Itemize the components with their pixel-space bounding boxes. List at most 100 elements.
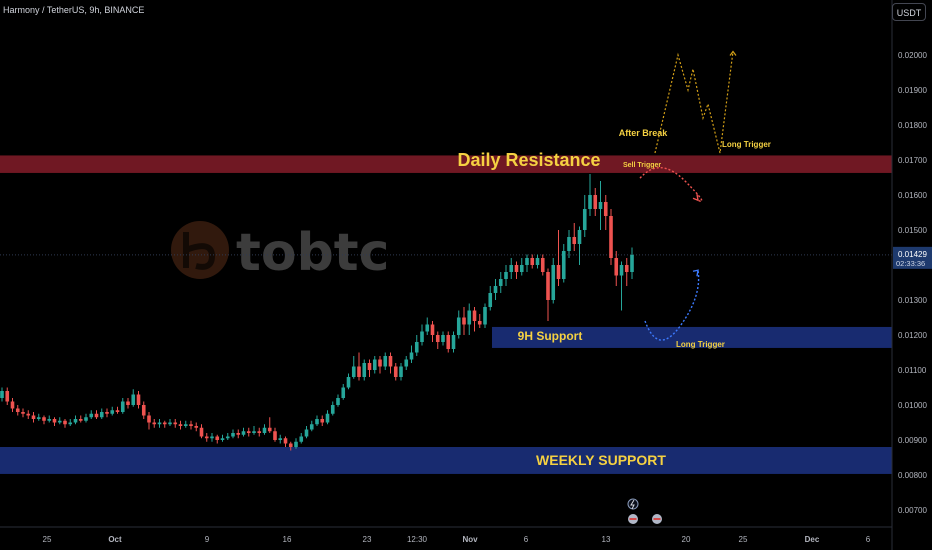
- x-tick-label: 23: [363, 535, 372, 544]
- candle-body: [341, 387, 346, 398]
- candle-body: [89, 413, 94, 418]
- candle: [246, 427, 251, 437]
- candle-body: [388, 356, 393, 367]
- candle: [5, 387, 10, 405]
- candle-body: [309, 424, 314, 430]
- candle-body: [173, 422, 178, 425]
- candle: [341, 384, 346, 400]
- candle-body: [603, 202, 608, 216]
- annotation-long-trigger-bottom: Long Trigger: [676, 340, 725, 349]
- candle-body: [540, 258, 545, 272]
- candle: [509, 258, 514, 279]
- candle-body: [477, 321, 482, 325]
- candle-body: [525, 258, 529, 265]
- candle: [89, 410, 94, 419]
- candle-body: [68, 422, 73, 425]
- candle: [241, 427, 246, 437]
- candle: [619, 261, 624, 311]
- zone-0: [0, 155, 892, 173]
- candle-body: [462, 317, 466, 325]
- candle: [425, 317, 430, 335]
- candle-body: [325, 413, 330, 423]
- x-tick-label: Oct: [108, 535, 122, 544]
- candle: [157, 419, 162, 428]
- candle-body: [467, 310, 472, 325]
- candle-body: [446, 335, 451, 349]
- candle: [136, 391, 141, 409]
- candle-body: [246, 431, 251, 433]
- candle-body: [493, 286, 498, 293]
- candle-body: [178, 424, 183, 426]
- candle-body: [157, 422, 162, 425]
- candle: [388, 352, 393, 374]
- candle-body: [561, 251, 566, 279]
- candle-body: [577, 230, 582, 244]
- candle: [540, 254, 545, 276]
- x-tick-label: 12:30: [407, 535, 428, 544]
- candle: [57, 417, 62, 425]
- candle: [472, 307, 477, 332]
- zone-1: [492, 326, 892, 348]
- candle-body: [441, 335, 445, 342]
- y-tick-label: 0.01600: [898, 191, 927, 200]
- candle: [467, 303, 472, 335]
- candle-body: [110, 410, 115, 414]
- candle-body: [551, 265, 556, 300]
- candle: [614, 251, 619, 286]
- candle: [99, 408, 104, 419]
- candle: [535, 254, 540, 269]
- candle: [409, 345, 414, 363]
- candle-body: [530, 258, 535, 265]
- candle-body: [262, 427, 267, 433]
- candle-body: [430, 324, 435, 335]
- candle-body: [320, 419, 325, 423]
- y-tick-label: 0.01800: [898, 121, 927, 130]
- candle: [42, 415, 46, 425]
- candle: [110, 406, 115, 416]
- currency-button[interactable]: USDT: [892, 3, 926, 21]
- candle-body: [372, 359, 377, 370]
- candle-body: [399, 366, 403, 377]
- annotation-sell-trigger: Sell Trigger: [623, 162, 661, 169]
- candle-body: [351, 366, 356, 377]
- y-tick-label: 0.01900: [898, 86, 927, 95]
- candle: [105, 408, 109, 418]
- watermark-logo-icon: [171, 221, 229, 279]
- candle-body: [120, 401, 125, 412]
- long-trigger-projection: [644, 270, 700, 341]
- candle: [10, 398, 15, 412]
- candle: [393, 363, 398, 381]
- zone-label-2: WEEKLY SUPPORT: [536, 452, 666, 468]
- candle: [15, 405, 20, 416]
- candle: [383, 352, 388, 370]
- candle: [252, 426, 256, 435]
- candle-body: [94, 413, 99, 418]
- candle-body: [330, 405, 335, 414]
- candle: [267, 417, 272, 433]
- candle-body: [115, 410, 120, 412]
- long-trigger-arrow-icon: [692, 269, 699, 277]
- candle: [477, 314, 482, 328]
- candle-body: [194, 426, 199, 428]
- candle-body: [630, 254, 634, 272]
- candle-body: [220, 438, 225, 440]
- candle-body: [456, 317, 461, 335]
- x-tick-label: 6: [524, 535, 529, 544]
- candle-body: [47, 419, 52, 421]
- candle: [609, 209, 613, 265]
- candle: [309, 420, 314, 432]
- candle-body: [514, 265, 519, 272]
- annotation-after-break: After Break: [619, 128, 669, 138]
- y-tick-label: 0.02000: [898, 51, 927, 60]
- watermark-text: tobtc: [236, 223, 390, 283]
- candle-body: [267, 427, 272, 432]
- candle: [183, 420, 188, 428]
- candle: [498, 272, 503, 293]
- earnings-bar-icon: [629, 518, 637, 520]
- candle-body: [294, 441, 298, 447]
- x-tick-label: 6: [866, 535, 871, 544]
- candle: [231, 429, 235, 439]
- candle: [0, 387, 4, 402]
